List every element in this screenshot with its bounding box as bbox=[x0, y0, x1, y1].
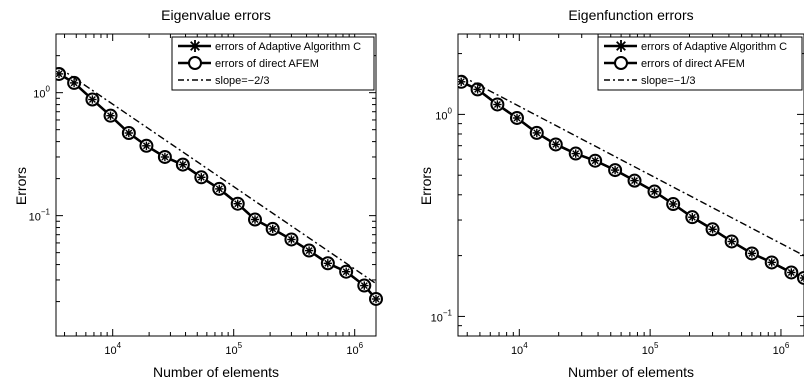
left-series bbox=[56, 66, 383, 306]
left-adaptive-point bbox=[342, 267, 351, 276]
left-legend-asterisk-marker bbox=[189, 40, 201, 52]
right-adaptive-point bbox=[650, 187, 659, 196]
left-legend-label-slope: slope=−2/3 bbox=[215, 75, 269, 87]
right-adaptive-point bbox=[688, 212, 697, 222]
left-chart-title: Eigenvalue errors bbox=[161, 7, 271, 23]
right-adaptive-point bbox=[727, 237, 736, 246]
left-adaptive-point bbox=[106, 111, 115, 120]
right-adaptive-point bbox=[493, 100, 502, 109]
left-adaptive-point bbox=[371, 294, 381, 304]
right-adaptive-point bbox=[669, 199, 678, 209]
right-y-tick-label: 100 bbox=[435, 106, 452, 122]
right-legend-label-adaptive: errors of Adaptive Algorithm C bbox=[641, 41, 787, 53]
right-adaptive-point bbox=[473, 85, 482, 94]
right-adaptive-point bbox=[458, 77, 466, 87]
left-legend-label-adaptive: errors of Adaptive Algorithm C bbox=[215, 41, 361, 53]
left-y-tick-label: 10−1 bbox=[29, 208, 51, 224]
left-y-axis-label: Errors bbox=[13, 167, 29, 205]
right-chart-title: Eigenfunction errors bbox=[568, 7, 693, 23]
right-slope-line bbox=[460, 75, 804, 257]
left-legend-label-direct: errors of direct AFEM bbox=[215, 58, 319, 70]
left-adaptive-point bbox=[304, 246, 314, 255]
right-adaptive-point bbox=[571, 149, 580, 158]
left-x-tick-label: 105 bbox=[225, 341, 242, 357]
left-adaptive-point bbox=[142, 141, 151, 151]
left-adaptive-point bbox=[197, 173, 206, 182]
left-legend-circle-marker bbox=[188, 56, 202, 70]
right-legend-asterisk-marker bbox=[615, 40, 627, 52]
left-adaptive-point bbox=[56, 69, 64, 79]
right-chart: Eigenfunction errors Number of elements … bbox=[418, 7, 804, 380]
left-slope-line bbox=[58, 67, 377, 285]
left-adaptive-point bbox=[233, 199, 242, 208]
right-x-tick-label: 104 bbox=[511, 341, 528, 357]
right-y-tick-label: 10−1 bbox=[431, 308, 453, 324]
left-adaptive-point bbox=[323, 259, 332, 268]
right-x-tick-label: 106 bbox=[773, 341, 790, 357]
left-adaptive-point bbox=[268, 224, 277, 234]
right-adaptive-point bbox=[630, 176, 639, 185]
left-adaptive-point bbox=[124, 128, 134, 138]
right-legend-label-slope: slope=−1/3 bbox=[641, 75, 695, 87]
right-y-axis-label: Errors bbox=[418, 167, 434, 205]
right-adaptive-point bbox=[747, 249, 757, 258]
right-adaptive-point bbox=[787, 268, 796, 277]
left-legend: errors of Adaptive Algorithm C errors of… bbox=[171, 36, 375, 91]
left-adaptive-point bbox=[215, 184, 224, 194]
left-adaptive-point bbox=[178, 160, 188, 169]
left-y-tick-label: 100 bbox=[33, 85, 50, 101]
right-adaptive-point bbox=[532, 128, 541, 138]
right-adaptive-point bbox=[610, 165, 620, 175]
left-chart: Eigenvalue errors Number of elements Err… bbox=[13, 7, 383, 380]
right-adaptive-point bbox=[512, 113, 522, 123]
right-adaptive-point bbox=[591, 156, 600, 165]
left-adaptive-point bbox=[360, 281, 369, 290]
left-adaptive-point bbox=[287, 235, 296, 244]
right-x-axis-label: Number of elements bbox=[568, 364, 694, 380]
right-legend-label-direct: errors of direct AFEM bbox=[641, 58, 745, 70]
right-legend-circle-marker bbox=[614, 56, 628, 70]
right-series bbox=[458, 74, 804, 285]
right-legend: errors of Adaptive Algorithm C errors of… bbox=[597, 36, 803, 91]
left-adaptive-point bbox=[69, 78, 79, 88]
right-adaptive-point bbox=[551, 140, 560, 149]
left-x-tick-label: 104 bbox=[104, 341, 121, 357]
right-adaptive-point bbox=[767, 258, 776, 267]
right-adaptive-point bbox=[799, 273, 804, 283]
left-adaptive-point bbox=[250, 215, 260, 224]
left-x-axis-label: Number of elements bbox=[153, 364, 279, 380]
left-x-tick-label: 106 bbox=[346, 341, 363, 357]
right-adaptive-point bbox=[708, 225, 717, 234]
left-adaptive-point bbox=[160, 152, 170, 162]
right-x-tick-label: 105 bbox=[642, 341, 659, 357]
left-adaptive-point bbox=[88, 95, 97, 104]
